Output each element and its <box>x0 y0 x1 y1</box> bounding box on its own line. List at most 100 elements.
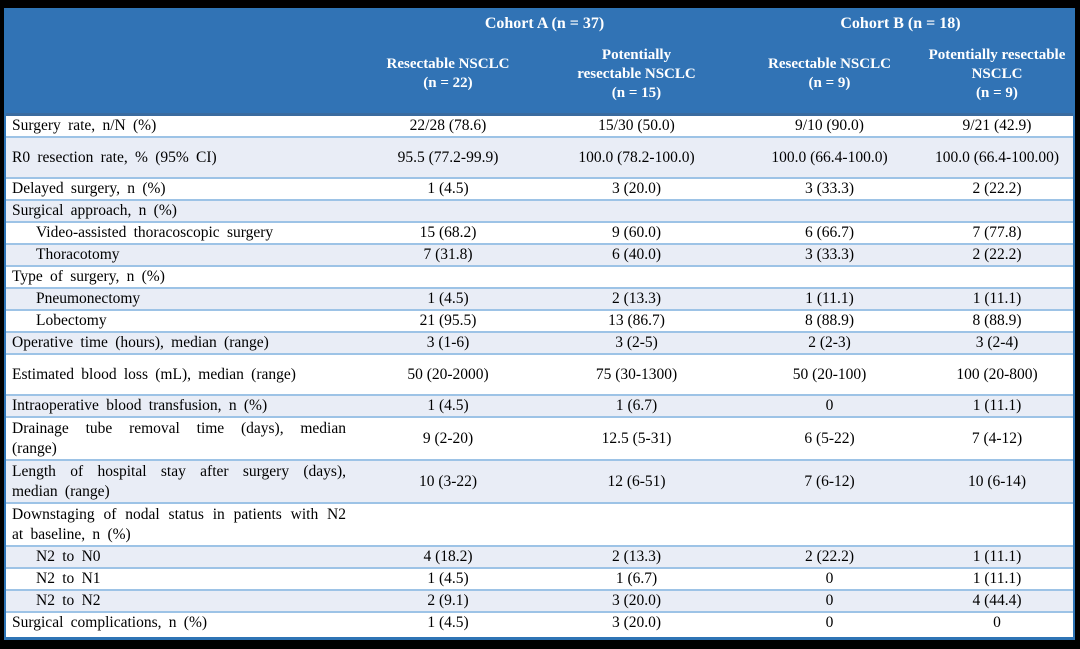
row-label: Intraoperative blood transfusion, n (%) <box>12 397 268 414</box>
column-header-4: Potentially resectable NSCLC (n = 9) <box>926 46 1068 103</box>
table-row: Drainage tube removal time (days), media… <box>6 416 1073 459</box>
cell-value: 12 (6-51) <box>607 472 666 490</box>
cell-value: 2 (22.2) <box>972 246 1022 263</box>
cell-value: 3 (2-4) <box>975 334 1019 351</box>
column-header-line: (n = 15) <box>611 84 662 101</box>
cell-value: 9 (2-20) <box>422 429 474 447</box>
cell-value: 4 (18.2) <box>423 548 473 565</box>
cell-value: 0 <box>825 570 834 587</box>
column-header-line: Potentially <box>601 46 672 63</box>
cell-value: 3 (1-6) <box>426 334 470 351</box>
row-label: Delayed surgery, n (%) <box>12 180 166 197</box>
cell-value: 3 (20.0) <box>611 180 662 197</box>
cell-value: 0 <box>825 614 834 631</box>
cohort-header-row: Cohort A (n = 37) Cohort B (n = 18) <box>6 10 1073 38</box>
cell-value: 7 (4-12) <box>971 429 1023 447</box>
table-row: Downstaging of nodal status in patients … <box>6 502 1073 545</box>
cell-value: 12.5 (5-31) <box>601 429 672 447</box>
cell-value: 7 (31.8) <box>423 246 473 263</box>
cell-value: 3 (33.3) <box>804 246 855 263</box>
cell-value: 2 (9.1) <box>427 592 469 609</box>
cell-value: 10 (3-22) <box>418 472 478 490</box>
cell-value: 1 (6.7) <box>615 397 658 414</box>
cell-value: 2 (22.2) <box>804 548 855 565</box>
column-header-line: resectable NSCLC <box>577 65 696 82</box>
cell-value: 0 <box>993 614 1001 631</box>
table-row: N2 to N2 2 (9.1) 3 (20.0) 0 4 (44.4) <box>6 589 1073 611</box>
row-label: Downstaging of nodal status in patients … <box>12 505 346 543</box>
cell-value: 10 (6-14) <box>967 472 1027 490</box>
row-label: Pneumonectomy <box>36 290 141 307</box>
cohort-a-header: Cohort A (n = 37) <box>484 15 605 32</box>
cell-value: 4 (44.4) <box>972 592 1022 609</box>
cell-value: 2 (13.3) <box>611 548 662 565</box>
cell-value: 95.5 (77.2-99.9) <box>397 148 499 166</box>
cell-value: 2 (2-3) <box>808 334 851 351</box>
cell-value: 75 (30-1300) <box>595 365 678 383</box>
column-header-row: Resectable NSCLC (n = 22) Potentially resec… <box>6 38 1073 113</box>
row-label: Thoracotomy <box>36 246 120 263</box>
table-row: Video-assisted thoracoscopic surgery 15 … <box>6 221 1073 243</box>
row-label: R0 resection rate, % (95% CI) <box>12 148 217 166</box>
cell-value: 6 (40.0) <box>611 246 662 263</box>
cell-value: 7 (77.8) <box>972 224 1022 241</box>
cell-value: 50 (20-100) <box>792 365 867 383</box>
table-row: Operative time (hours), median (range) 3… <box>6 331 1073 353</box>
table-row: Surgical approach, n (%) <box>6 199 1073 221</box>
row-label: Operative time (hours), median (range) <box>12 334 269 351</box>
cell-value: 8 (88.9) <box>972 312 1022 329</box>
cell-value: 21 (95.5) <box>419 312 477 329</box>
table-row: N2 to N0 4 (18.2) 2 (13.3) 2 (22.2) 1 (1… <box>6 545 1073 567</box>
table-row: R0 resection rate, % (95% CI) 95.5 (77.2… <box>6 136 1073 177</box>
row-label: Drainage tube removal time (days), media… <box>12 419 346 457</box>
row-label: Estimated blood loss (mL), median (range… <box>12 365 296 383</box>
row-label: Surgical approach, n (%) <box>12 202 177 219</box>
cell-value: 15/30 (50.0) <box>598 117 675 134</box>
cell-value: 6 (66.7) <box>804 224 855 241</box>
column-header-line: NSCLC <box>971 65 1023 82</box>
row-label: Surgical complications, n (%) <box>12 614 208 631</box>
column-header-1: Resectable NSCLC (n = 22) <box>356 55 540 93</box>
table-body: Surgery rate, n/N (%) 22/28 (78.6) 15/30… <box>6 116 1073 637</box>
table-row: Pneumonectomy 1 (4.5) 2 (13.3) 1 (11.1) … <box>6 287 1073 309</box>
cell-value: 9/21 (42.9) <box>962 117 1032 134</box>
cell-value: 9/10 (90.0) <box>795 117 864 134</box>
row-label: N2 to N1 <box>36 570 101 587</box>
surgery-outcomes-table: Cohort A (n = 37) Cohort B (n = 18) Rese… <box>4 8 1075 640</box>
column-header-2: Potentially resectable NSCLC (n = 15) <box>540 46 733 103</box>
cell-value: 1 (11.1) <box>972 397 1022 414</box>
row-label: Surgery rate, n/N (%) <box>12 117 157 134</box>
cell-value: 7 (6-12) <box>804 472 855 490</box>
cell-value: 100.0 (66.4-100.00) <box>935 148 1059 166</box>
cell-value: 1 (4.5) <box>427 180 469 197</box>
cell-value: 0 <box>825 592 834 609</box>
cell-value: 1 (4.5) <box>427 397 469 414</box>
column-header-line: Resectable NSCLC <box>768 56 891 72</box>
table-row: Thoracotomy 7 (31.8) 6 (40.0) 3 (33.3) 2… <box>6 243 1073 265</box>
cell-value: 3 (20.0) <box>611 614 662 631</box>
cell-value: 1 (4.5) <box>427 290 469 307</box>
cohort-b-header: Cohort B (n = 18) <box>840 15 961 32</box>
table-row: Length of hospital stay after surgery (d… <box>6 459 1073 502</box>
table-row: Intraoperative blood transfusion, n (%) … <box>6 394 1073 416</box>
row-label: Lobectomy <box>36 312 107 329</box>
row-label: Type of surgery, n (%) <box>12 268 165 285</box>
table-row: Surgical complications, n (%) 1 (4.5) 3 … <box>6 611 1073 633</box>
cell-value: 2 (13.3) <box>611 290 662 307</box>
row-label: N2 to N2 <box>36 592 101 609</box>
cell-value: 3 (33.3) <box>804 180 855 197</box>
cell-value: 1 (11.1) <box>972 548 1022 565</box>
row-label: Length of hospital stay after surgery (d… <box>12 462 346 500</box>
cell-value: 15 (68.2) <box>419 224 477 241</box>
table-row: Delayed surgery, n (%) 1 (4.5) 3 (20.0) … <box>6 177 1073 199</box>
cell-value: 1 (11.1) <box>805 290 854 307</box>
cell-value: 6 (5-22) <box>804 429 855 447</box>
column-header-line: (n = 22) <box>423 75 473 91</box>
column-header-3: Resectable NSCLC (n = 9) <box>733 55 926 93</box>
cell-value: 3 (2-5) <box>615 334 658 351</box>
cell-value: 1 (11.1) <box>972 570 1022 587</box>
column-header-line: (n = 9) <box>808 75 851 91</box>
column-header-line: Resectable NSCLC <box>386 56 510 72</box>
table-row: Estimated blood loss (mL), median (range… <box>6 353 1073 394</box>
